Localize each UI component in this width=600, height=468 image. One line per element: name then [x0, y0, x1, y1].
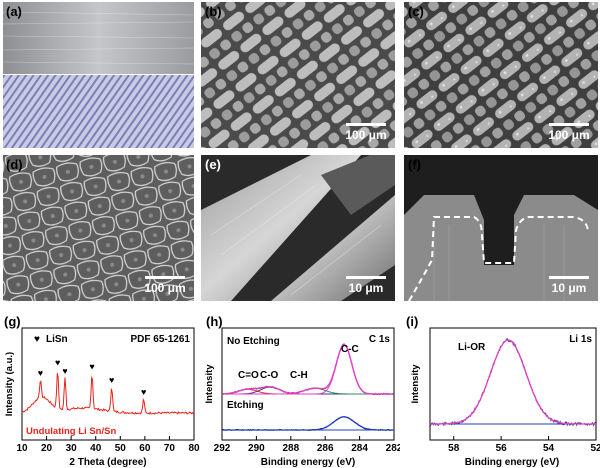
xrd-peak-marker-0: ♥: [38, 368, 43, 378]
chart-i-peak-label: Li-OR: [458, 342, 486, 353]
chart-h-tick-label-0: 292: [214, 443, 231, 454]
chart-g-ylabel: Intensity (a.u.): [4, 352, 15, 416]
panel-d-scalebar: 100 μm: [142, 276, 188, 295]
chart-i-title: Li 1s: [569, 334, 592, 345]
xrd-peak-marker-4: ♥: [109, 375, 114, 385]
c1s-envelope-line: [222, 343, 394, 395]
panel-f-label: (f): [408, 157, 421, 172]
panel-c-label: (c): [408, 4, 424, 19]
chart-h-peak-label-co-double: C=O: [238, 370, 259, 381]
chart-i-panel-label: (i): [406, 314, 418, 329]
panel-e-scale-text: 10 μm: [348, 281, 384, 295]
chart-h-peak-label-co-single: C-O: [260, 370, 279, 381]
chart-g-xlabel: 2 Theta (degree): [69, 457, 146, 468]
panel-e-sem: (e) 10 μm: [201, 155, 395, 301]
li1s-raw-line: [429, 338, 596, 427]
panel-c-sem: (c) 100 μm: [404, 2, 598, 148]
panel-b-scale-text: 100 μm: [345, 128, 387, 142]
chart-h-label-top: No Etching: [227, 336, 280, 347]
c1s-etching-fit-line: [222, 416, 394, 431]
chart-h-title: C 1s: [369, 334, 391, 345]
chart-h-xticks: 292 290 288 286 284 282: [214, 436, 400, 454]
chart-g-tick-label-2: 30: [66, 443, 78, 454]
panel-a-label: (a): [6, 4, 22, 19]
chart-g-legend-marker: ♥: [34, 334, 40, 345]
chart-i-tick-label-0: 58: [448, 443, 460, 454]
chart-g-tick-label-5: 60: [139, 443, 151, 454]
chart-h-tick-label-5: 282: [386, 443, 400, 454]
chart-h-panel-label: (h): [206, 314, 223, 329]
chart-h-tick-label-1: 290: [248, 443, 265, 454]
panel-d-scale-text: 100 μm: [144, 281, 186, 295]
chart-g-tick-label-4: 50: [115, 443, 127, 454]
chart-g-axes: [21, 327, 195, 441]
chart-i-tick-label-3: 52: [590, 443, 600, 454]
chart-g-tick-label-0: 10: [16, 443, 28, 454]
chart-i-xticks: 58 56 54 52: [448, 436, 600, 454]
panel-f-scalebar: 10 μm: [546, 276, 592, 295]
chart-g-tick-label-7: 80: [188, 443, 200, 454]
panel-a-photo: (a): [3, 2, 194, 148]
panel-b-sem: (b) 100 μm: [201, 2, 395, 148]
panel-c-scale-text: 100 μm: [548, 128, 590, 142]
chart-h-tick-label-4: 284: [351, 443, 368, 454]
chart-h-xlabel: Binding energy (eV): [261, 457, 355, 468]
chart-h-tick-label-3: 286: [317, 443, 334, 454]
chart-g-tick-label-1: 20: [41, 443, 53, 454]
chart-g-tick-label-6: 70: [164, 443, 176, 454]
chart-h-plot: [221, 343, 394, 432]
chart-h-peak-label-ch: C-H: [290, 370, 308, 381]
chart-h-ylabel: Intensity: [204, 364, 215, 404]
panel-e-label: (e): [205, 157, 221, 172]
wire-closeup-image: [201, 155, 395, 301]
xrd-peak-marker-1: ♥: [55, 358, 60, 368]
panel-c-scalebar: 100 μm: [546, 123, 592, 142]
foil-and-mesh-photo: [3, 2, 194, 148]
chart-g-plot: ♥♥♥ ♥♥♥: [21, 358, 195, 415]
panel-e-scalebar: 10 μm: [343, 276, 389, 295]
panel-d-label: (d): [6, 157, 23, 172]
chart-h-label-bottom: Etching: [227, 400, 264, 411]
chart-h-axes: [221, 327, 395, 441]
chart-g-legend: LiSn: [46, 334, 68, 345]
panel-d-sem: (d) 100 μm: [3, 155, 194, 301]
xrd-pattern-line: [21, 373, 195, 415]
chart-h-xps-c1s: (h) 292 290 288 286 284 282 C 1s No Etching E…: [204, 314, 400, 468]
chart-g-annotation: Undulating Li Sn/Sn: [26, 426, 116, 437]
chart-h-tick-label-2: 288: [282, 443, 299, 454]
panel-b-scalebar: 100 μm: [343, 123, 389, 142]
panel-b-label: (b): [205, 4, 222, 19]
xrd-peak-marker-3: ♥: [89, 362, 94, 372]
xrd-peak-marker-2: ♥: [62, 366, 67, 376]
chart-i-tick-label-2: 54: [543, 443, 555, 454]
chart-i-xlabel: Binding energy (eV): [465, 457, 559, 468]
chart-i-plot: [429, 338, 596, 427]
chart-h-peak-label-cc: C-C: [341, 344, 359, 355]
chart-g-tick-label-3: 40: [90, 443, 102, 454]
chart-g-xrd: (g) ♥♥♥ ♥♥♥ 10 20 30 40 50 60 70 80 ♥ LiSn PDF 6…: [4, 314, 200, 468]
panel-f-sem: (f) 10 μm: [404, 155, 598, 301]
chart-g-reference: PDF 65-1261: [131, 334, 191, 345]
chart-i-axes: [429, 327, 597, 441]
chart-g-panel-label: (g): [4, 314, 21, 329]
chart-i-xps-li1s: (i) 58 56 54 52 Li 1s Li-OR Binding energy …: [406, 314, 600, 468]
li1s-fit-line: [430, 339, 596, 425]
chart-i-ylabel: Intensity: [410, 364, 421, 404]
chart-g-xticks: 10 20 30 40 50 60 70 80: [16, 436, 200, 454]
xrd-peak-marker-5: ♥: [141, 387, 146, 397]
chart-i-tick-label-1: 56: [496, 443, 508, 454]
panel-f-scale-text: 10 μm: [551, 281, 587, 295]
